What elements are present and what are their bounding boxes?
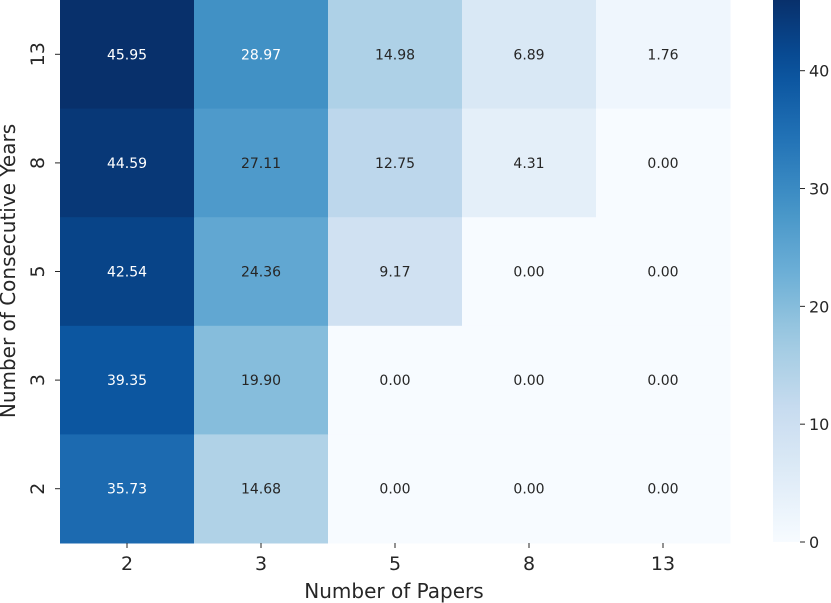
heatmap-cell-label: 24.36 [241,265,281,281]
heatmap-cell-label: 19.90 [241,373,281,389]
colorbar-tick-label: 30 [809,180,829,199]
heatmap-cell [596,0,731,110]
colorbar-tick-label: 40 [809,62,829,81]
colorbar-gradient [773,0,800,542]
heatmap-cell [328,108,463,218]
heatmap-cell-label: 0.00 [647,156,678,172]
x-axis-ticks: 2 3 5 8 13 [121,543,675,575]
heatmap-cell [60,325,195,435]
heatmap-cell-label: 9.17 [379,265,410,281]
colorbar-tick-label: 0 [809,533,819,552]
heatmap-cell-label: 14.68 [241,482,281,498]
y-tick-label: 13 [27,42,49,66]
heatmap-cell-labels: 45.95 28.97 14.98 6.89 1.76 44.59 27.11 12.75 4.… [107,47,679,497]
colorbar-tick-label: 10 [809,415,829,434]
heatmap-cell [328,434,463,544]
x-axis-title: Number of Papers [304,579,483,603]
heatmap-cell [60,0,195,110]
heatmap-cell-label: 27.11 [241,156,281,172]
x-tick-label: 3 [255,553,267,575]
heatmap-cell-label: 6.89 [513,47,544,63]
heatmap-cell [60,217,195,327]
y-axis-title: Number of Consecutive Years [0,124,20,418]
heatmap-cell-label: 0.00 [647,373,678,389]
heatmap-cell-label: 4.31 [513,156,544,172]
heatmap-cell-label: 0.00 [513,482,544,498]
heatmap-cell-label: 0.00 [513,265,544,281]
x-tick-label: 13 [651,553,675,575]
heatmap-cell [194,434,329,544]
heatmap-cell-label: 0.00 [513,373,544,389]
heatmap-cells [60,0,731,544]
heatmap-cell-label: 42.54 [107,265,147,281]
heatmap-cell-label: 0.00 [647,265,678,281]
heatmap-cell [60,434,195,544]
heatmap-cell-label: 1.76 [647,47,678,63]
heatmap-cell-label: 0.00 [379,373,410,389]
heatmap-cell [462,217,597,327]
heatmap-cell [596,434,731,544]
heatmap-cell [60,108,195,218]
heatmap-cell [194,217,329,327]
heatmap-cell-label: 45.95 [107,47,147,63]
heatmap-cell-label: 44.59 [107,156,147,172]
heatmap-cell-label: 12.75 [375,156,415,172]
colorbar-ticks: 0 10 20 30 40 [800,62,829,552]
y-axis-ticks: 13 8 5 3 2 [27,42,60,495]
heatmap-cell-label: 39.35 [107,373,147,389]
heatmap-cell [462,434,597,544]
heatmap-cell-label: 0.00 [379,482,410,498]
y-tick-label: 5 [27,265,49,277]
x-tick-label: 5 [389,553,401,575]
colorbar: 0 10 20 30 40 [773,0,829,552]
heatmap-cell [596,325,731,435]
heatmap-cell [596,217,731,327]
heatmap-cell [462,108,597,218]
heatmap-cell [596,108,731,218]
y-tick-label: 3 [27,374,49,386]
y-tick-label: 2 [27,483,49,495]
heatmap-cell [462,325,597,435]
heatmap-cell [328,0,463,110]
x-tick-label: 2 [121,553,133,575]
heatmap-cell [194,325,329,435]
heatmap-cell [194,108,329,218]
heatmap-cell-label: 28.97 [241,47,281,63]
heatmap-cell-label: 0.00 [647,482,678,498]
y-tick-label: 8 [27,157,49,169]
heatmap-cell [328,217,463,327]
heatmap-cell [328,325,463,435]
heatmap-cell [194,0,329,110]
heatmap-cell-label: 35.73 [107,482,147,498]
heatmap-cell-label: 14.98 [375,47,415,63]
colorbar-tick-label: 20 [809,297,829,316]
heatmap-cell [462,0,597,110]
x-tick-label: 8 [523,553,535,575]
